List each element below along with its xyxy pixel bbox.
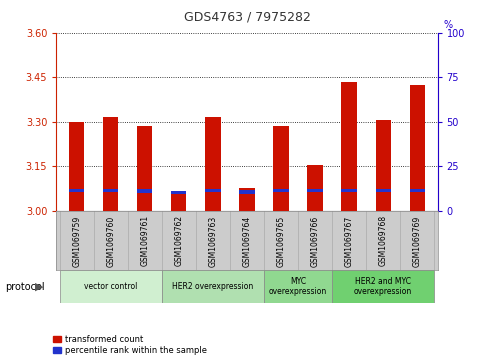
Bar <box>103 117 118 211</box>
Bar <box>375 120 390 211</box>
Text: %: % <box>442 20 451 30</box>
Bar <box>341 82 356 211</box>
Bar <box>162 270 264 303</box>
Bar <box>307 164 322 211</box>
Bar <box>307 189 322 192</box>
Text: GSM1069759: GSM1069759 <box>72 215 81 266</box>
Text: GSM1069767: GSM1069767 <box>344 215 353 266</box>
Bar <box>239 188 254 211</box>
Bar <box>409 189 424 192</box>
Text: GSM1069763: GSM1069763 <box>208 215 217 266</box>
Bar <box>171 193 186 211</box>
Bar <box>264 270 331 303</box>
Text: ▶: ▶ <box>35 282 43 292</box>
Text: GDS4763 / 7975282: GDS4763 / 7975282 <box>183 11 310 24</box>
Text: vector control: vector control <box>84 282 137 291</box>
Bar <box>239 190 254 193</box>
Bar <box>375 189 390 192</box>
Text: GSM1069765: GSM1069765 <box>276 215 285 266</box>
Text: HER2 overexpression: HER2 overexpression <box>172 282 253 291</box>
Bar <box>273 189 288 192</box>
Text: protocol: protocol <box>5 282 44 292</box>
Bar <box>331 270 433 303</box>
Bar <box>69 122 84 211</box>
Bar <box>205 189 220 192</box>
Bar <box>60 270 162 303</box>
Bar <box>171 191 186 194</box>
Text: MYC
overexpression: MYC overexpression <box>268 277 326 297</box>
Bar <box>273 126 288 211</box>
Text: GSM1069761: GSM1069761 <box>140 215 149 266</box>
Text: GSM1069768: GSM1069768 <box>378 215 387 266</box>
Bar <box>137 126 152 211</box>
Text: GSM1069769: GSM1069769 <box>412 215 421 266</box>
Text: GSM1069764: GSM1069764 <box>242 215 251 266</box>
Legend: transformed count, percentile rank within the sample: transformed count, percentile rank withi… <box>53 335 206 355</box>
Text: HER2 and MYC
overexpression: HER2 and MYC overexpression <box>353 277 411 297</box>
Bar <box>205 117 220 211</box>
Text: GSM1069762: GSM1069762 <box>174 215 183 266</box>
Bar <box>137 189 152 193</box>
Text: GSM1069766: GSM1069766 <box>310 215 319 266</box>
Bar <box>409 85 424 211</box>
Bar <box>341 189 356 192</box>
Bar <box>103 189 118 192</box>
Bar <box>69 189 84 192</box>
Text: GSM1069760: GSM1069760 <box>106 215 115 266</box>
